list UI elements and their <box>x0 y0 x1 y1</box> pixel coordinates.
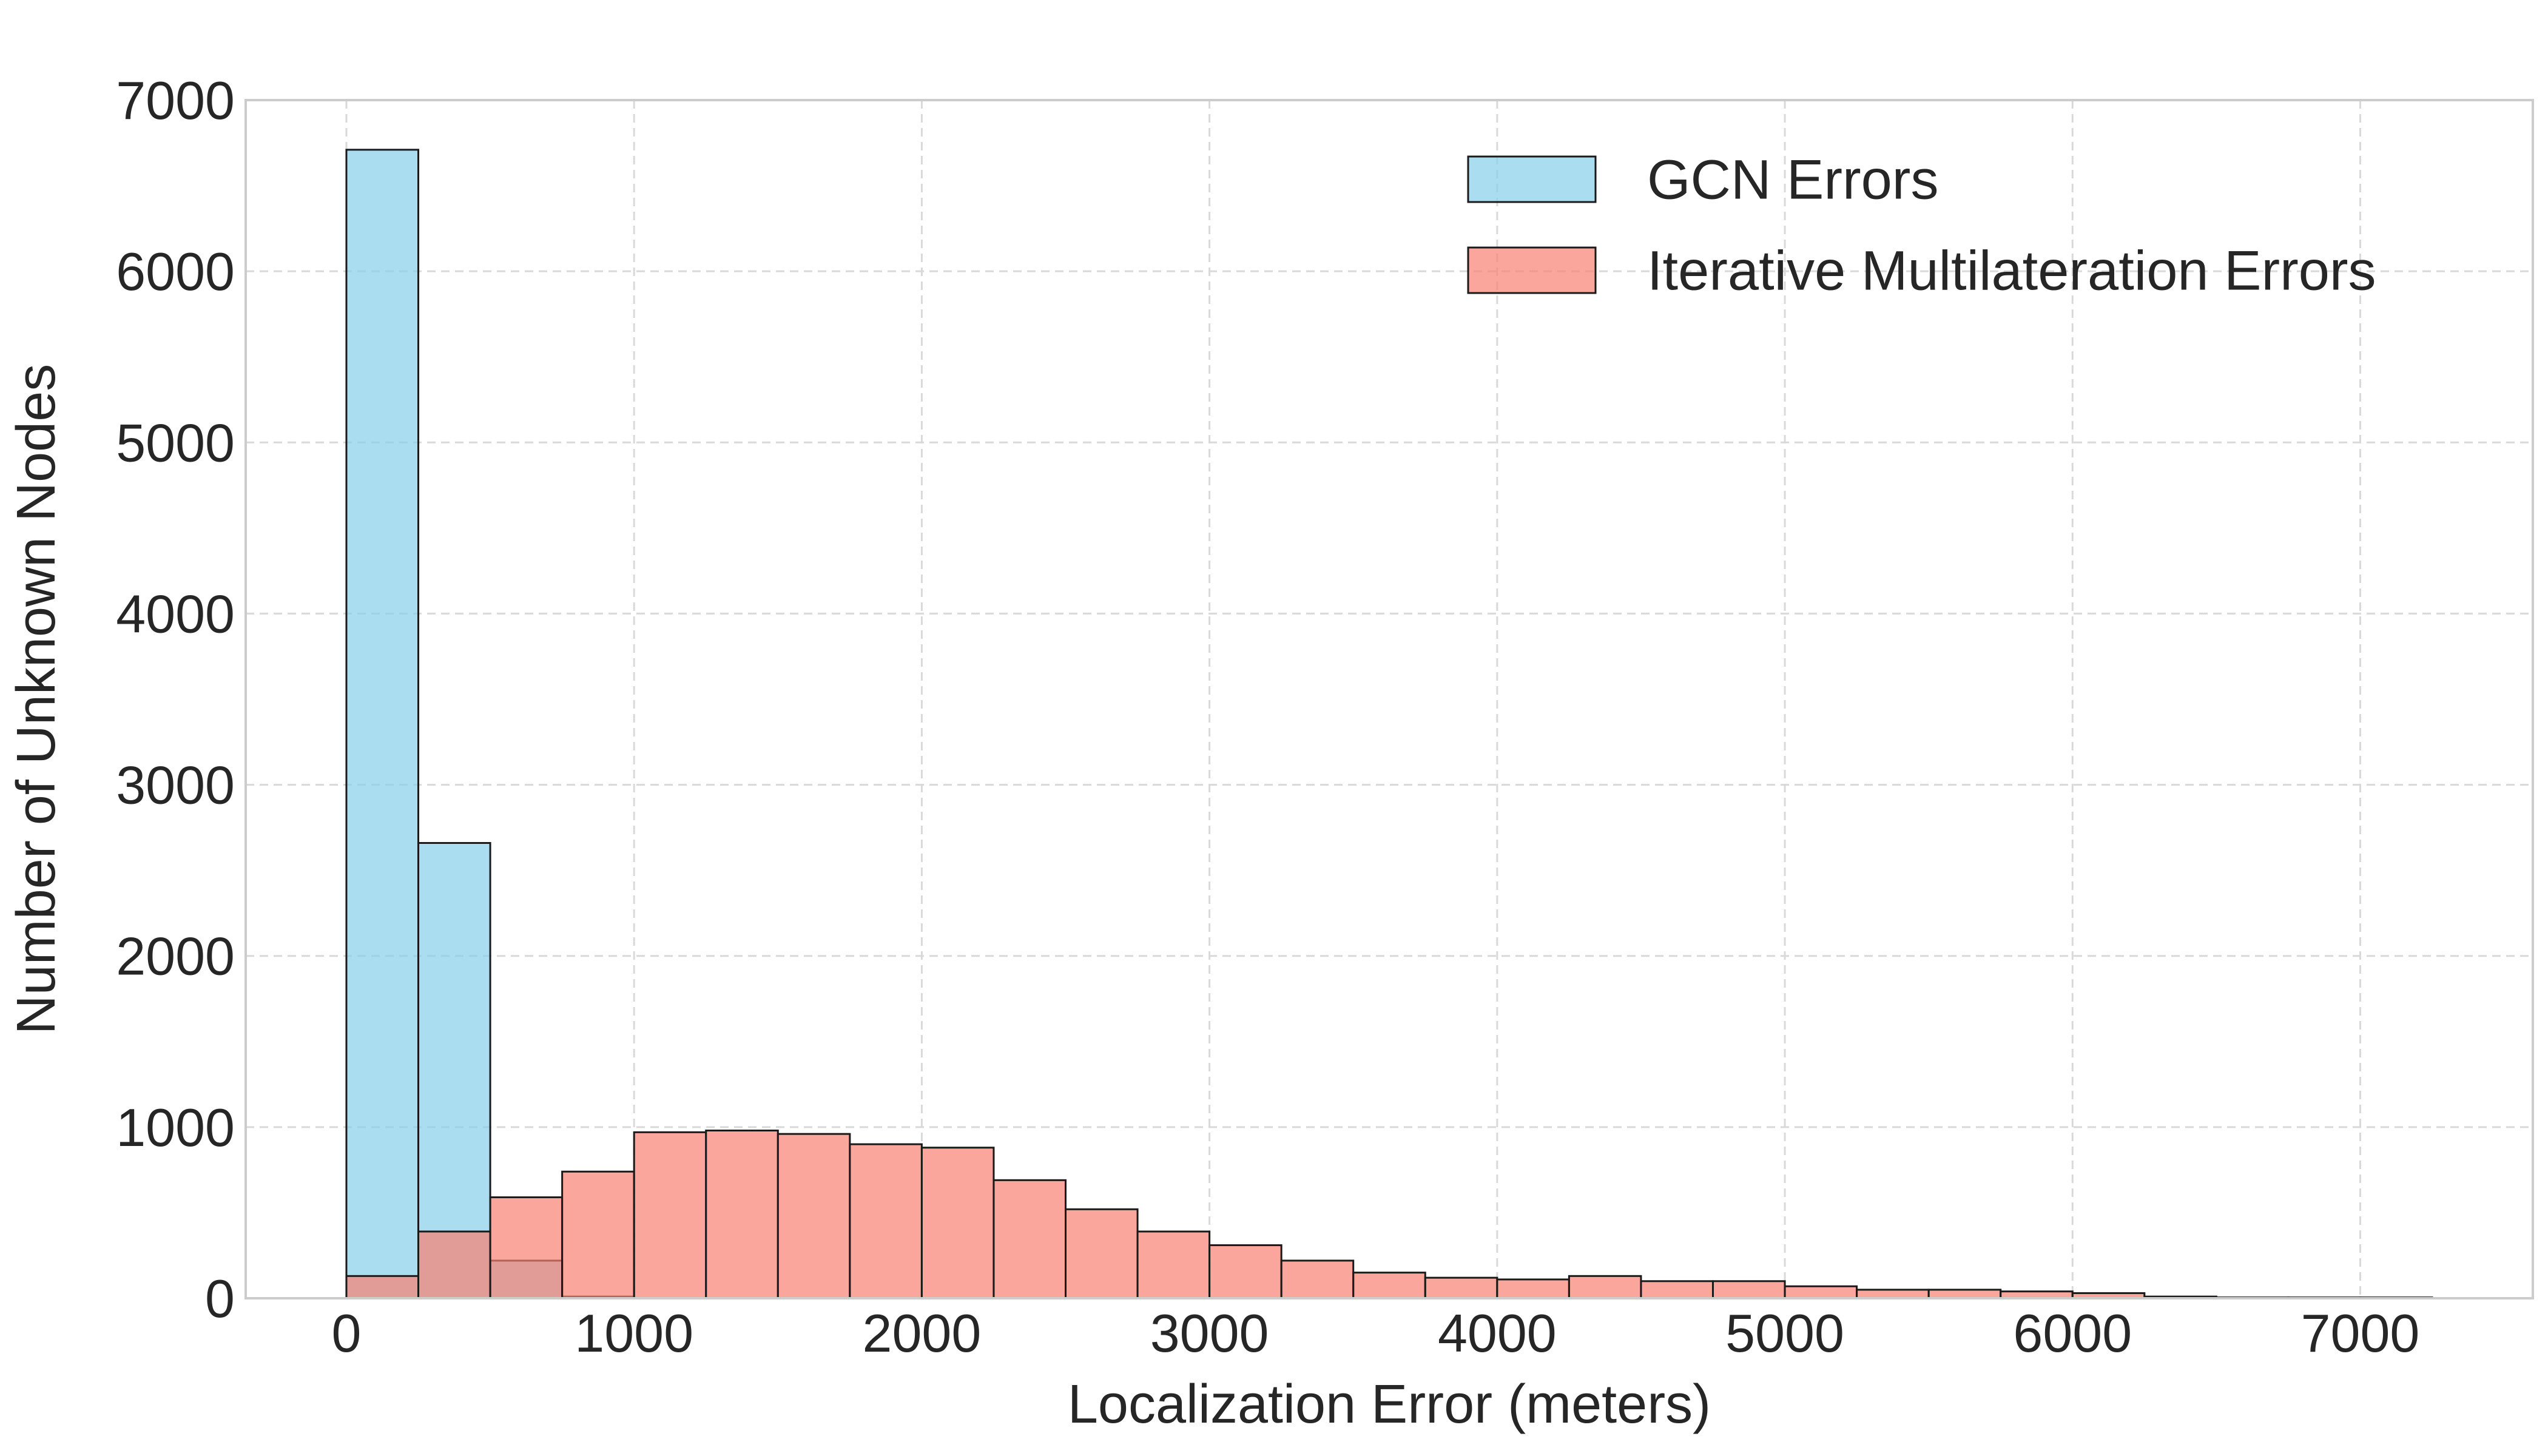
bar-series-1-bin-19 <box>1711 1280 1786 1299</box>
bar-series-1-bin-1 <box>417 1230 491 1299</box>
y-tick-label-1: 1000 <box>116 1097 235 1158</box>
bar-series-1-bin-5 <box>705 1130 779 1299</box>
bar-series-1-bin-3 <box>561 1170 635 1299</box>
bar-series-1-bin-2 <box>489 1196 564 1299</box>
y-tick-label-3: 3000 <box>116 755 235 815</box>
y-tick-label-2: 2000 <box>116 926 235 986</box>
y-tick-label-4: 4000 <box>116 584 235 644</box>
y-tick-label-5: 5000 <box>116 413 235 473</box>
y-tick-label-6: 6000 <box>116 241 235 302</box>
y-tick-label-7: 7000 <box>116 70 235 130</box>
bar-series-1-bin-13 <box>1280 1259 1355 1299</box>
legend: GCN Errors Iterative Multilateration Err… <box>1467 149 2376 302</box>
tick-labels: 0 1000 2000 3000 4000 5000 6000 7000 0 1000 2000 30… <box>116 70 2419 1363</box>
bar-series-1-bin-21 <box>1856 1289 1930 1299</box>
bar-series-1-bin-14 <box>1352 1272 1426 1299</box>
legend-swatch-gcn-errors <box>1467 155 1597 203</box>
bar-series-1-bin-9 <box>993 1179 1067 1299</box>
x-axis-label: Localization Error (meters) <box>1068 1374 1711 1435</box>
bar-series-0-bin-1 <box>417 842 491 1299</box>
bar-series-1-bin-17 <box>1568 1275 1642 1299</box>
series-1 <box>345 1130 2433 1299</box>
x-tick-label-4: 4000 <box>1438 1303 1557 1363</box>
legend-swatch-iterative-multilateration-errors <box>1467 246 1597 294</box>
bar-series-1-bin-15 <box>1424 1276 1498 1299</box>
bar-series-1-bin-10 <box>1065 1208 1139 1299</box>
histogram-bars <box>345 149 2433 1299</box>
legend-label-gcn-errors: GCN Errors <box>1647 149 1938 211</box>
bar-series-0-bin-0 <box>345 149 420 1299</box>
x-tick-label-2: 2000 <box>863 1303 982 1363</box>
bar-series-1-bin-16 <box>1496 1278 1570 1299</box>
bar-series-1-bin-18 <box>1640 1280 1714 1299</box>
bar-series-1-bin-0 <box>345 1275 420 1299</box>
bar-series-1-bin-11 <box>1136 1230 1211 1299</box>
x-tick-label-0: 0 <box>331 1303 361 1363</box>
bar-series-1-bin-6 <box>777 1133 851 1299</box>
bar-series-1-bin-7 <box>849 1143 923 1299</box>
x-tick-label-6: 6000 <box>2013 1303 2132 1363</box>
legend-label-iterative-multilateration-errors: Iterative Multilateration Errors <box>1647 240 2376 302</box>
series-0 <box>345 149 635 1299</box>
bar-series-1-bin-12 <box>1208 1244 1282 1299</box>
x-tick-label-3: 3000 <box>1150 1303 1269 1363</box>
bar-series-1-bin-4 <box>633 1131 707 1299</box>
plot-frame <box>244 99 2534 1299</box>
bar-series-1-bin-20 <box>1784 1285 1858 1299</box>
y-axis-label: Number of Unknown Nodes <box>6 364 67 1035</box>
x-tick-label-7: 7000 <box>2301 1303 2420 1363</box>
y-tick-label-0: 0 <box>205 1269 235 1329</box>
bar-series-1-bin-22 <box>1927 1289 2002 1299</box>
x-tick-label-1: 1000 <box>575 1303 693 1363</box>
x-tick-label-5: 5000 <box>1725 1303 1844 1363</box>
bar-series-1-bin-8 <box>920 1147 995 1299</box>
